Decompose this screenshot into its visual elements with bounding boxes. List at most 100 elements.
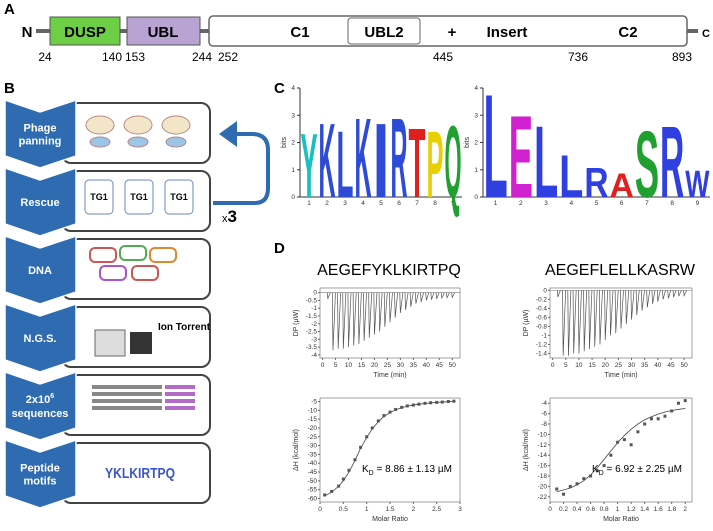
- panel-label: D: [274, 240, 285, 257]
- injection-peak: [363, 292, 367, 341]
- kd-label: KD = 8.86 ± 1.13 µM: [362, 464, 452, 477]
- logo-letter: L: [559, 143, 583, 211]
- data-point: [394, 407, 398, 411]
- logo-letter: S: [635, 113, 659, 218]
- kd-subscript: D: [599, 470, 604, 477]
- injection-peak: [604, 290, 609, 340]
- y-tick-label: -4: [311, 352, 317, 359]
- x-tick-label: 1.8: [667, 506, 676, 513]
- data-point: [423, 401, 427, 405]
- y-axis-label: ΔH (kcal/mol): [523, 429, 530, 471]
- injection-peak: [677, 290, 682, 297]
- data-point: [347, 468, 351, 472]
- injection-peak: [672, 290, 677, 298]
- logo-letter: L: [534, 106, 558, 219]
- injection-peak: [667, 290, 672, 299]
- y-tick-label: 1: [291, 167, 295, 174]
- injection-peak: [599, 290, 603, 345]
- data-point: [323, 493, 327, 497]
- data-point: [370, 426, 374, 430]
- data-point: [676, 401, 680, 405]
- x-tick-label: 2: [412, 506, 416, 513]
- repeat-label: x3: [222, 207, 237, 226]
- logo-letter: K: [355, 95, 372, 222]
- axis-label: bits: [281, 137, 288, 148]
- x-tick-label: 0: [321, 362, 325, 369]
- x-tick-label: 3: [544, 200, 548, 207]
- y-tick-label: 0: [291, 194, 295, 201]
- y-tick-label: -22: [538, 494, 548, 501]
- injection-peak: [625, 290, 630, 325]
- x-tick-label: 9: [451, 200, 455, 207]
- y-tick-label: -12: [538, 442, 548, 449]
- kd-symbol: K: [362, 464, 369, 475]
- x-tick-label: 5: [379, 200, 383, 207]
- y-tick-label: -2.5: [306, 329, 318, 336]
- cell-label: TG1: [130, 192, 148, 202]
- y-tick-label: -50: [308, 478, 318, 485]
- position-label: 252: [218, 50, 238, 64]
- logo-letter: L: [484, 64, 508, 229]
- step-chevron: [4, 302, 77, 373]
- injection-peak: [572, 290, 577, 354]
- y-tick-label: 4: [291, 85, 295, 92]
- x-tick-label: 45: [436, 362, 444, 369]
- y-tick-label: -0.4: [536, 305, 548, 312]
- injection-peak: [562, 290, 566, 356]
- logo-letter: P: [427, 111, 444, 217]
- injection-peak: [440, 292, 445, 300]
- data-point: [649, 417, 653, 421]
- y-tick-label: -45: [308, 469, 318, 476]
- y-tick-label: -3.5: [306, 344, 318, 351]
- position-label: 893: [672, 50, 692, 64]
- logo-letter: Q: [445, 105, 462, 219]
- position-label: 153: [125, 50, 145, 64]
- domain-label: Insert: [487, 24, 528, 41]
- x-tick-label: 0.8: [600, 506, 609, 513]
- data-point: [330, 489, 334, 493]
- x-tick-label: 50: [449, 362, 457, 369]
- data-point: [376, 419, 380, 423]
- step-label: panning: [19, 136, 62, 148]
- injection-peak: [337, 292, 341, 349]
- step-box: [61, 374, 211, 436]
- x-tick-label: 45: [667, 362, 675, 369]
- cell-label: TG1: [170, 192, 188, 202]
- logo-letter: R: [584, 160, 608, 207]
- y-tick-label: -0.8: [536, 323, 548, 330]
- x-tick-label: 2: [519, 200, 523, 207]
- injection-peak: [394, 292, 399, 318]
- plot-frame: [319, 287, 461, 359]
- injection-peak: [430, 292, 435, 300]
- y-tick-label: -15: [308, 416, 318, 423]
- y-tick-label: -40: [308, 460, 318, 467]
- y-tick-label: -14: [538, 452, 548, 459]
- step-label: Phage: [23, 123, 56, 135]
- x-tick-label: 5: [564, 362, 568, 369]
- step-label: 2x106: [26, 393, 54, 406]
- injection-peak: [662, 290, 666, 300]
- x-tick-label: 40: [423, 362, 431, 369]
- y-tick-label: -5: [311, 399, 317, 406]
- y-tick-label: -3: [311, 336, 317, 343]
- injection-peak: [352, 292, 357, 346]
- logo-letter: W: [685, 162, 710, 205]
- position-label: 244: [192, 50, 212, 64]
- injection-peak: [588, 290, 593, 349]
- domain-label: UBL: [148, 24, 179, 41]
- row-icons: [84, 115, 195, 410]
- step-label-part: 2x10: [26, 394, 50, 406]
- injection-peak: [583, 290, 588, 352]
- y-axis-label: DP (µW): [523, 310, 530, 337]
- y-tick-label: -0.5: [306, 297, 318, 304]
- y-tick-label: -55: [308, 487, 318, 494]
- data-point: [636, 430, 640, 434]
- y-tick-label: -30: [308, 443, 318, 450]
- y-tick-label: -20: [538, 483, 548, 490]
- panel-label: A: [4, 1, 15, 18]
- cell-label: TG1: [90, 192, 108, 202]
- data-point: [388, 410, 392, 414]
- injection-peak: [641, 290, 645, 311]
- data-point: [365, 435, 369, 439]
- logo-letter: L: [337, 111, 354, 217]
